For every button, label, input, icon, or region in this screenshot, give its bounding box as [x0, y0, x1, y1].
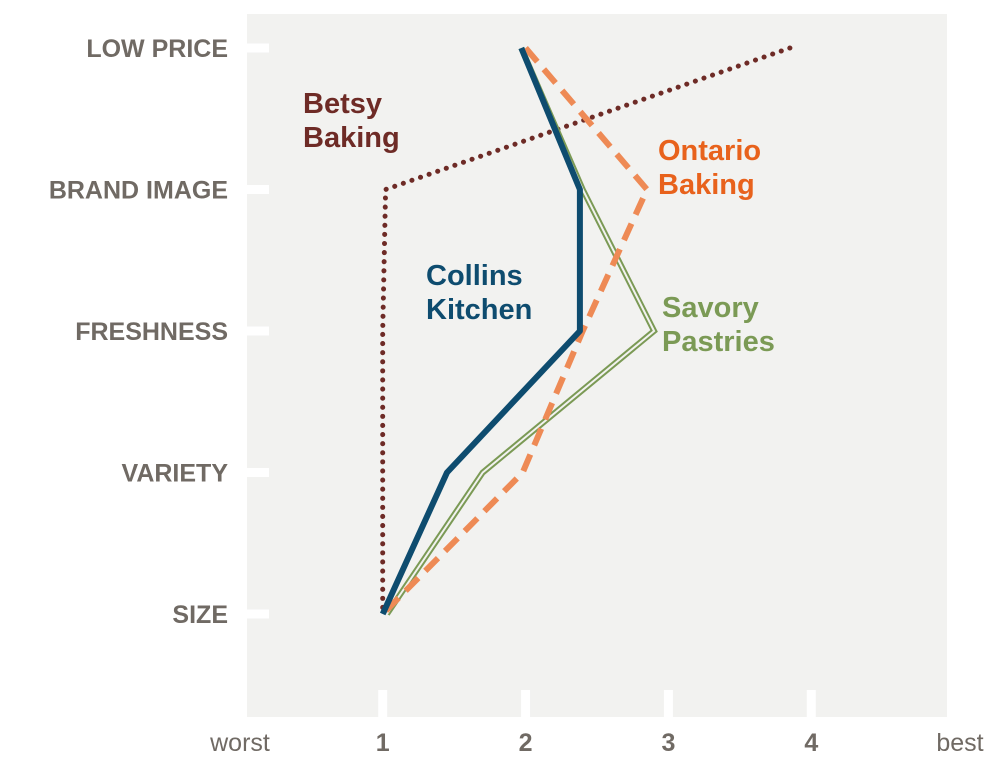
collins-kitchen-line — [379, 46, 583, 616]
ontario-baking-label: Ontario Baking — [658, 135, 761, 201]
betsy-baking-label: Betsy Baking — [303, 88, 400, 154]
x-tick-label: 1 — [376, 729, 390, 757]
series-labels: Betsy Baking Ontario Baking Collins Kitchen Sa… — [303, 88, 775, 358]
category-label: VARIETY — [122, 460, 229, 488]
x-end-label-best: best — [936, 729, 983, 757]
category-tick-marks — [246, 43, 269, 619]
plot-area — [247, 14, 947, 717]
x-tick-label: 2 — [519, 729, 533, 757]
x-axis-labels: 1 2 3 4 worst best — [209, 729, 984, 757]
x-tick-marks — [378, 690, 816, 718]
x-end-label-worst: worst — [209, 729, 270, 757]
x-tick-label: 3 — [661, 729, 675, 757]
x-tick-label: 4 — [804, 729, 818, 757]
category-label: FRESHNESS — [75, 318, 228, 346]
category-label: BRAND IMAGE — [49, 177, 228, 205]
collins-kitchen-label: Collins Kitchen — [426, 260, 532, 326]
savory-pastries-label: Savory Pastries — [662, 292, 775, 358]
category-label: SIZE — [172, 601, 228, 629]
series-lines — [379, 45, 793, 617]
category-label: LOW PRICE — [86, 35, 228, 63]
category-labels: LOW PRICE BRAND IMAGE FRESHNESS VARIETY SIZE — [49, 35, 228, 629]
